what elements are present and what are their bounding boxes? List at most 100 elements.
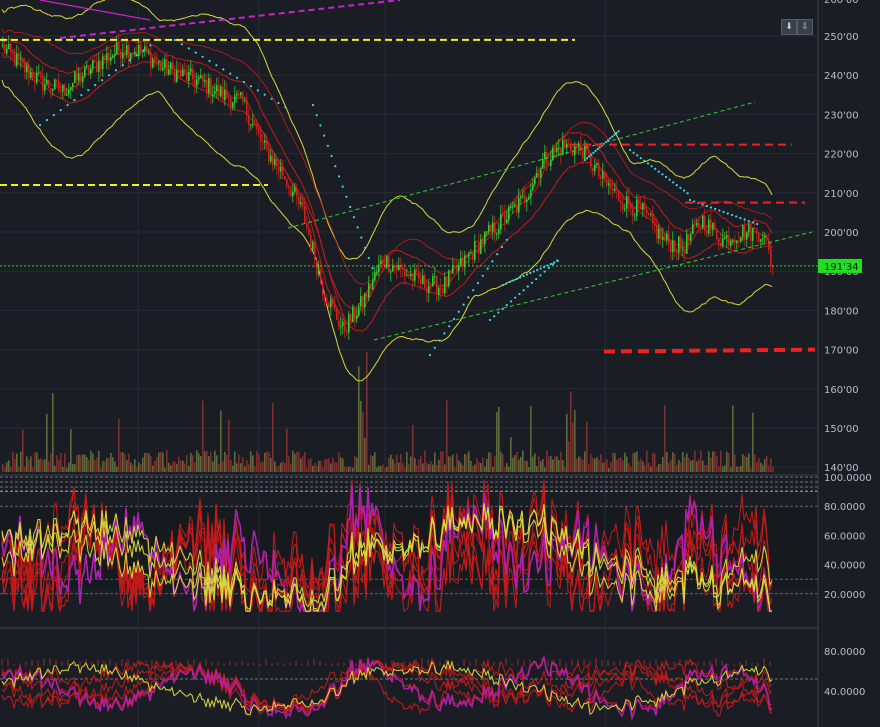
scroll-down-icon[interactable]: ⬇: [781, 19, 797, 35]
candle-body: [700, 228, 702, 230]
psar-dot: [363, 246, 367, 249]
candle-body: [136, 51, 138, 57]
volume-bar: [102, 461, 104, 472]
psar-dot: [661, 173, 664, 176]
candle-body: [532, 184, 534, 190]
candle-body: [284, 176, 286, 180]
candle-body: [162, 67, 164, 70]
volume-bar: [508, 466, 510, 472]
volume-bar: [204, 451, 206, 472]
candle-body: [120, 51, 122, 59]
candle-body: [462, 257, 464, 268]
candle-body: [56, 79, 58, 82]
volume-bar: [26, 456, 28, 472]
candle-body: [594, 165, 596, 172]
candle-body: [364, 293, 366, 308]
volume-bar: [372, 456, 374, 472]
volume-bar: [466, 454, 468, 472]
volume-bar: [240, 463, 242, 472]
psar-dot: [349, 205, 352, 209]
candle-body: [688, 233, 690, 241]
price-axis-background: [818, 0, 880, 727]
volume-bar: [114, 461, 116, 472]
volume-bar: [166, 450, 168, 472]
volume-bar: [406, 451, 408, 472]
candle-body: [102, 55, 104, 70]
candle-body: [456, 267, 458, 272]
volume-bar: [564, 467, 566, 472]
psar-dot: [646, 162, 650, 165]
scroll-end-icon[interactable]: ⇩: [797, 19, 813, 35]
psar-dot: [628, 148, 632, 152]
candle-body: [170, 62, 172, 70]
psar-dot: [664, 175, 668, 179]
volume-bar: [200, 455, 202, 472]
candle-body: [674, 240, 676, 253]
volume-bar: [756, 462, 758, 472]
candle-body: [154, 58, 156, 63]
volume-bar: [216, 455, 218, 472]
candle-body: [596, 163, 598, 166]
psar-dot: [505, 304, 508, 307]
volume-bar: [292, 450, 294, 472]
psar-dot: [535, 277, 538, 281]
candle-body: [310, 235, 312, 250]
candle-body: [84, 66, 86, 77]
volume-bar: [326, 458, 328, 472]
candle-body: [14, 54, 16, 66]
candle-body: [640, 204, 642, 210]
candle-body: [148, 52, 150, 54]
candle-body: [78, 73, 80, 81]
candle-body: [204, 80, 206, 82]
psar-dot: [756, 222, 759, 226]
volume-bar: [416, 465, 418, 472]
candle-body: [256, 125, 258, 130]
volume-bar: [542, 458, 544, 472]
volume-bar: [148, 453, 150, 472]
price-tick-label: 200'00: [824, 228, 859, 239]
candle-body: [332, 298, 334, 305]
candle-body: [372, 280, 374, 290]
volume-bar: [454, 467, 456, 472]
volume-bar: [322, 467, 324, 472]
volume-bar: [234, 451, 236, 472]
volume-bar: [490, 452, 492, 472]
candle-body: [134, 51, 136, 55]
volume-bar: [16, 453, 18, 472]
volume-bar: [158, 452, 160, 472]
volume-bar: [224, 451, 226, 472]
rsi-line: [1, 657, 773, 714]
volume-bar: [632, 452, 634, 472]
volume-bar: [574, 410, 576, 472]
volume-bar: [138, 462, 140, 472]
volume-bar: [334, 462, 336, 472]
volume-bar: [108, 458, 110, 472]
volume-bar: [370, 454, 372, 472]
volume-bar: [480, 462, 482, 472]
candle-body: [554, 148, 556, 153]
candle-body: [42, 74, 44, 91]
candle-body: [664, 236, 666, 241]
candle-body: [414, 269, 416, 281]
current-price-label: 191'34: [824, 262, 859, 273]
volume-bar: [376, 467, 378, 472]
candle-body: [544, 151, 546, 159]
psar-dot: [352, 216, 356, 219]
candle-body: [28, 64, 30, 79]
volume-bar: [622, 460, 624, 472]
candle-body: [658, 228, 660, 239]
psar-dot: [650, 165, 653, 168]
candle-body: [468, 253, 470, 257]
volume-bar: [58, 459, 60, 472]
volume-bar: [636, 451, 638, 472]
volume-bar: [104, 461, 106, 472]
candle-body: [352, 306, 354, 322]
volume-bar: [388, 457, 390, 472]
volume-bar: [232, 465, 234, 472]
volume-bar: [418, 459, 420, 472]
candle-body: [294, 187, 296, 192]
candle-body: [534, 177, 536, 185]
volume-bar: [742, 454, 744, 472]
candle-body: [150, 52, 152, 68]
